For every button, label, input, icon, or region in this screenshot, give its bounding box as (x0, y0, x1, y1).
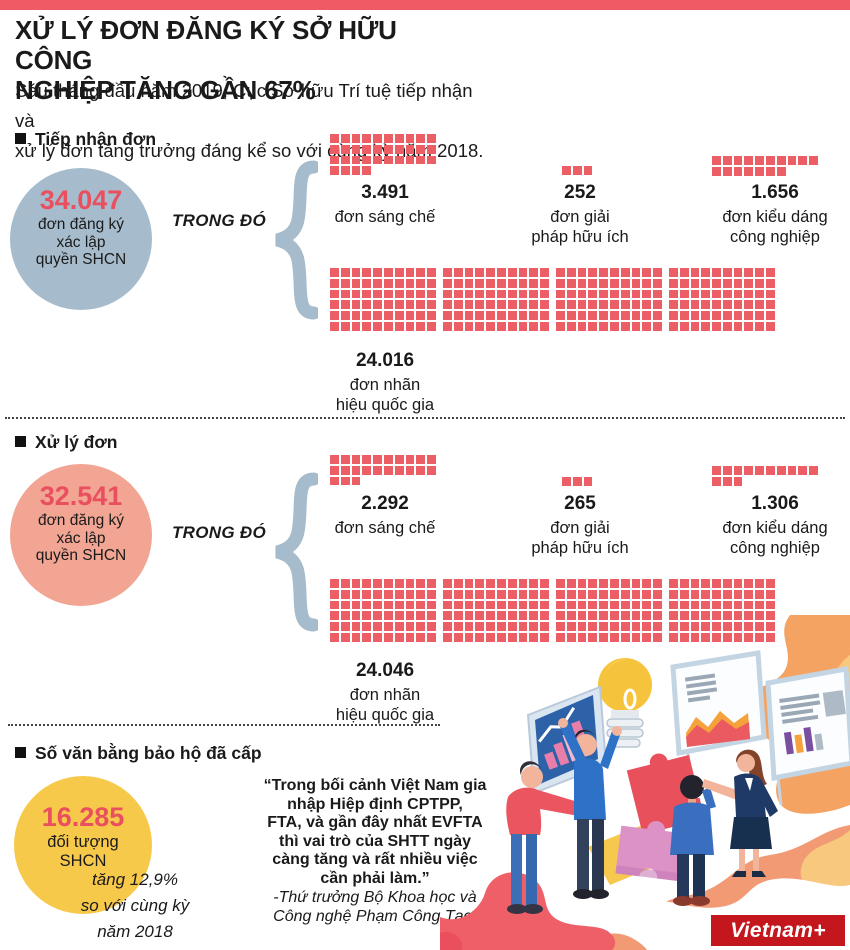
processed-total-value: 32.541 (39, 481, 123, 511)
section-header-granted: Số văn bằng bảo hộ đã cấp (15, 743, 262, 764)
worker-back-view (670, 775, 716, 906)
stat-label: đơn nhãn (349, 376, 421, 394)
stat-value: 1.656 (751, 182, 799, 203)
growth-note: tăng 12,9% so với cùng kỳ năm 2018 (55, 867, 215, 945)
stat-value: 24.046 (355, 660, 415, 681)
growth-line: tăng 12,9% (91, 870, 178, 889)
section-label: Xử lý đơn (35, 432, 118, 452)
section-header-processed: Xử lý đơn (15, 432, 117, 453)
businesswoman (702, 749, 778, 877)
section-divider (8, 724, 440, 726)
received-total-value: 34.047 (39, 185, 123, 215)
subtitle-line: Sáu tháng đầu năm 2019, Cục Sở hữu Trí t… (15, 80, 473, 131)
quote-line: nhập Hiệp định CPTPP, (287, 795, 463, 813)
processed-trademark-stat: 24.046 đơn nhãn hiệu quốc gia (295, 660, 475, 725)
stat-label: đơn giải (550, 519, 610, 537)
stat-label: đơn kiểu dáng (722, 519, 828, 537)
granted-total-line: SHCN (59, 852, 107, 870)
lightbulb-icon (598, 658, 652, 748)
stat-label: đơn nhãn (349, 686, 421, 704)
section-header-received: Tiếp nhận đơn (15, 129, 156, 150)
stat-value: 1.306 (751, 493, 799, 514)
page-title: XỬ LÝ ĐƠN ĐĂNG KÝ SỞ HỮU CÔNG NGHIỆP TĂN… (15, 15, 475, 105)
stat-label: công nghiệp (730, 539, 820, 557)
processed-design-stat: 1.306 đơn kiểu dáng công nghiệp (685, 493, 850, 558)
quote-attribution: Công nghệ Phạm Công Tạc- (273, 908, 477, 925)
stat-label: pháp hữu ích (531, 228, 629, 246)
top-accent-bar (0, 0, 850, 10)
stat-value: 24.016 (355, 350, 415, 371)
processed-total-line: đơn đăng ký (38, 512, 124, 529)
received-trademark-stat: 24.016 đơn nhãn hiệu quốc gia (295, 350, 475, 415)
quote-line: thì vai trò của SHTT ngày (278, 832, 472, 850)
title-line: XỬ LÝ ĐƠN ĐĂNG KÝ SỞ HỮU CÔNG (15, 15, 397, 75)
brace-icon (275, 472, 318, 632)
granted-total-value: 16.285 (41, 802, 125, 832)
received-design-stat: 1.656 đơn kiểu dáng công nghiệp (685, 182, 850, 247)
section-bullet-icon (15, 436, 26, 447)
received-patent-stat: 3.491 đơn sáng chế (295, 182, 475, 227)
stat-label: công nghiệp (730, 228, 820, 246)
processed-total-line: quyền SHCN (35, 547, 127, 564)
stat-value: 265 (564, 493, 596, 514)
processed-total-circle: 32.541 đơn đăng ký xác lập quyền SHCN (10, 464, 152, 606)
received-total-circle: 34.047 đơn đăng ký xác lập quyền SHCN (10, 168, 152, 310)
stats-board-icon (765, 666, 850, 806)
stat-label: đơn sáng chế (334, 519, 436, 537)
growth-line: năm 2018 (97, 922, 173, 941)
in-which-label: TRONG ĐÓ (171, 211, 266, 230)
received-patent-waffle (330, 134, 436, 176)
section-bullet-icon (15, 747, 26, 758)
stat-label: hiệu quốc gia (335, 706, 435, 724)
received-trademark-waffle (330, 268, 775, 331)
stat-label: hiệu quốc gia (335, 396, 435, 414)
stat-value: 3.491 (361, 182, 409, 203)
quote-block: “Trong bối cảnh Việt Nam gia nhập Hiệp đ… (246, 777, 504, 926)
received-utility-stat: 252 đơn giải pháp hữu ích (490, 182, 670, 247)
received-total-line: đơn đăng ký (38, 216, 124, 233)
stat-label: đơn kiểu dáng (722, 208, 828, 226)
in-which-label: TRONG ĐÓ (171, 523, 266, 542)
processed-total-line: xác lập (56, 529, 106, 547)
quote-line: cần phải làm.” (320, 869, 430, 887)
stat-label: pháp hữu ích (531, 539, 629, 557)
quote-attribution: -Thứ trưởng Bộ Khoa học và (273, 889, 477, 906)
processed-utility-stat: 265 đơn giải pháp hữu ích (490, 493, 670, 558)
title-line: NGHIỆP TĂNG GẦN 67% (15, 75, 316, 105)
worker-blue-shirt (558, 718, 622, 899)
growth-line: so với cùng kỳ (80, 896, 190, 915)
stat-value: 2.292 (361, 493, 409, 514)
stat-value: 252 (564, 182, 596, 203)
quote-line: “Trong bối cảnh Việt Nam gia (263, 777, 487, 794)
vietnamplus-logo: Vietnam+ (711, 915, 845, 946)
processed-patent-stat: 2.292 đơn sáng chế (295, 493, 475, 538)
processed-utility-waffle (562, 477, 593, 486)
section-label: Số văn bằng bảo hộ đã cấp (35, 743, 262, 763)
section-divider (5, 417, 845, 419)
section-bullet-icon (15, 133, 26, 144)
quote-line: càng tăng và rất nhiều việc (272, 851, 478, 868)
granted-total-line: đối tượng (47, 833, 119, 851)
processed-trademark-waffle (330, 579, 775, 642)
quote-line: FTA, và gần đây nhất EVFTA (267, 814, 483, 831)
received-total-line: quyền SHCN (35, 251, 127, 268)
processed-patent-waffle (330, 455, 436, 486)
received-utility-waffle (562, 166, 593, 175)
received-design-waffle (712, 156, 818, 176)
received-total-line: xác lập (56, 233, 106, 251)
section-label: Tiếp nhận đơn (35, 129, 157, 149)
processed-design-waffle (712, 466, 818, 486)
brace-icon (275, 160, 318, 320)
teamwork-illustration (440, 615, 850, 950)
granted-total-circle: 16.285 đối tượng SHCN (14, 776, 152, 914)
stat-label: đơn giải (550, 208, 610, 226)
stat-label: đơn sáng chế (334, 208, 436, 226)
logo-text: Vietnam+ (730, 918, 826, 942)
